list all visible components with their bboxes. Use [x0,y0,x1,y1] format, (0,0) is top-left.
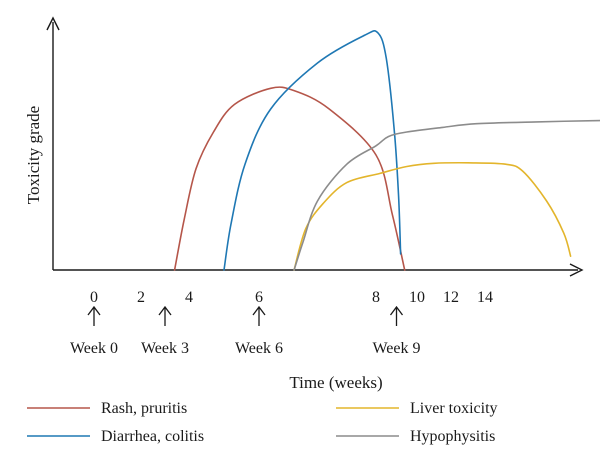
x-tick-label: 6 [255,289,263,306]
x-tick-labels: 0 2 4 6 8 10 12 14 [90,289,493,306]
x-tick-label: 0 [90,289,98,306]
legend-label: Hypophysitis [410,428,495,445]
week-annotation-label: Week 6 [235,340,283,357]
series-line-liver-toxicity [293,161,572,271]
x-tick-label: 8 [372,289,380,306]
week-annotations: Week 0 Week 3 Week 6 Week 9 [70,305,421,357]
x-axis-label: Time (weeks) [289,373,382,392]
legend-item-diarrhea-colitis: Diarrhea, colitis [27,428,204,445]
series-line-hypophysitis [293,119,600,271]
y-axis-arrow [46,16,60,31]
legend-item-hypophysitis: Hypophysitis [336,428,495,445]
week-arrow [252,305,266,326]
y-axis-label: Toxicity grade [24,106,43,204]
legend-label: Diarrhea, colitis [101,428,204,445]
week-annotation-label: Week 0 [70,340,118,357]
x-tick-label: 2 [137,289,145,306]
series-layer [173,30,600,271]
series-line-rash-pruritis [173,86,406,271]
x-axis-arrow [569,263,584,277]
legend-label: Rash, pruritis [101,400,187,417]
week-arrow [158,305,172,326]
legend-item-liver-toxicity: Liver toxicity [336,400,498,417]
x-tick-label: 4 [185,289,193,306]
x-tick-label: 10 [409,289,425,306]
legend-label: Liver toxicity [410,400,498,417]
week-arrow [87,305,101,326]
week-arrow [389,305,404,326]
legend: Rash, pruritis Liver toxicity Diarrhea, co… [27,400,498,445]
x-tick-label: 12 [443,289,459,306]
axes [46,16,584,277]
week-annotation-label: Week 9 [372,340,420,357]
week-annotation-label: Week 3 [141,340,189,357]
series-line-diarrhea-colitis [223,30,402,271]
x-tick-label: 14 [477,289,493,306]
legend-item-rash-pruritis: Rash, pruritis [27,400,187,417]
